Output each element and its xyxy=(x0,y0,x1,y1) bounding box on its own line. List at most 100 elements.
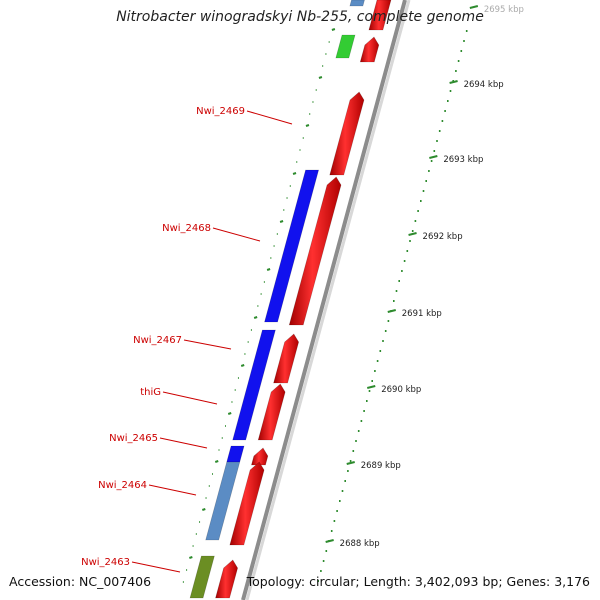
scale-dot xyxy=(449,90,452,92)
label-connector xyxy=(183,339,232,350)
label-connector xyxy=(246,110,293,125)
scale-dot xyxy=(457,60,460,62)
topology-text: Topology: circular; Length: 3,402,093 bp… xyxy=(246,574,590,589)
inner-tick xyxy=(292,172,297,175)
scale-ruler: 2695 kbp 2694 kbp 2693 kbp 2692 kbp 2691 kbp… xyxy=(317,5,524,582)
forward-gene-8 xyxy=(229,461,265,546)
scale-dot xyxy=(463,40,465,42)
scale-dot xyxy=(355,440,357,442)
forward-gene-5 xyxy=(273,333,299,384)
inner-tick xyxy=(189,556,193,559)
scale-dot xyxy=(357,430,360,432)
scale-dot xyxy=(411,230,414,232)
scale-major-tick xyxy=(449,80,458,84)
scale-dot xyxy=(363,410,365,412)
scale-dot xyxy=(441,120,444,122)
forward-gene-6 xyxy=(257,383,286,441)
scale-dot xyxy=(368,390,371,392)
scale-major-tick xyxy=(325,539,334,543)
scale-dot xyxy=(414,220,417,222)
reverse-gene-top xyxy=(349,0,365,7)
gene-label: Nwi_2467 xyxy=(133,335,182,346)
scale-dot xyxy=(317,580,319,582)
scale-label: 2690 kbp xyxy=(381,385,421,395)
scale-dot xyxy=(387,320,390,322)
scale-major-tick xyxy=(429,155,438,159)
inner-tick xyxy=(214,460,219,463)
label-connectors: Nwi_2469 Nwi_2468 Nwi_2467 thiG Nwi_2465 Nwi_… xyxy=(81,106,293,573)
label-connector xyxy=(159,437,208,449)
scale-dot xyxy=(379,350,382,352)
scale-dot xyxy=(433,150,436,152)
inner-tick xyxy=(227,412,232,415)
inner-tick xyxy=(331,28,336,31)
scale-label: 2694 kbp xyxy=(464,80,504,90)
scale-dot xyxy=(460,50,463,52)
label-connector xyxy=(148,484,197,496)
scale-dot xyxy=(438,130,441,132)
backbone-line xyxy=(241,0,407,600)
scale-dot xyxy=(398,280,400,282)
scale-dot xyxy=(382,340,384,342)
label-connector xyxy=(162,391,218,405)
scale-dot xyxy=(330,530,333,532)
backbone-shadow xyxy=(245,0,411,600)
scale-dot xyxy=(422,190,425,192)
inner-tick xyxy=(279,220,284,223)
scale-dot xyxy=(360,420,363,422)
reverse-gene-nwi-2464 xyxy=(205,461,241,541)
forward-gene-4 xyxy=(288,176,342,326)
backbone-layer xyxy=(241,0,411,600)
map-title: Nitrobacter winogradskyi Nb-255, complet… xyxy=(116,9,484,25)
scale-dot xyxy=(344,480,346,482)
accession-text: Accession: NC_007406 xyxy=(9,574,152,589)
scale-dot xyxy=(320,570,322,572)
gene-label: Nwi_2468 xyxy=(162,223,211,234)
scale-dot xyxy=(428,170,430,172)
scale-major-tick xyxy=(366,385,376,389)
scale-dot xyxy=(339,500,341,502)
scale-dot xyxy=(430,160,433,162)
scale-dot xyxy=(455,70,457,72)
scale-dot xyxy=(447,100,449,102)
scale-dot xyxy=(322,560,325,562)
scale-dot xyxy=(409,240,411,242)
forward-gene-3 xyxy=(329,91,365,176)
reverse-gene-nwi-2467 xyxy=(232,329,276,441)
reverse-gene-nwi-2463 xyxy=(189,555,215,599)
reverse-gene-nwi-2468 xyxy=(264,169,319,323)
inner-tick-layer xyxy=(182,28,336,583)
scale-dot xyxy=(465,30,468,32)
scale-dot xyxy=(436,140,438,142)
label-connector xyxy=(212,227,261,242)
scale-major-tick xyxy=(469,5,479,9)
scale-label: 2689 kbp xyxy=(361,461,401,471)
forward-gene-1 xyxy=(368,0,392,31)
scale-dot xyxy=(371,380,373,382)
scale-dot xyxy=(406,250,409,252)
reverse-strand-layer xyxy=(189,0,365,599)
scale-dot xyxy=(401,270,403,272)
scale-dot xyxy=(349,460,352,462)
scale-major-tick xyxy=(408,232,417,236)
forward-strand-layer xyxy=(215,0,392,599)
forward-gene-9 xyxy=(215,559,238,599)
scale-label: 2693 kbp xyxy=(443,155,483,165)
scale-dot xyxy=(384,330,387,332)
reverse-gene-nwi-2465 xyxy=(226,445,245,463)
scale-dot xyxy=(352,450,355,452)
inner-tick xyxy=(305,124,310,127)
scale-dot xyxy=(366,400,368,402)
scale-dot xyxy=(374,370,376,372)
scale-dot xyxy=(341,490,344,492)
inner-tick xyxy=(201,508,206,511)
inner-tick xyxy=(240,364,245,367)
scale-dot xyxy=(376,360,379,362)
scale-dot xyxy=(417,210,419,212)
inner-tick xyxy=(318,76,323,79)
scale-dot xyxy=(333,520,336,522)
scale-major-tick xyxy=(387,309,397,313)
gene-label: thiG xyxy=(140,387,161,398)
scale-major-tick xyxy=(346,461,355,465)
